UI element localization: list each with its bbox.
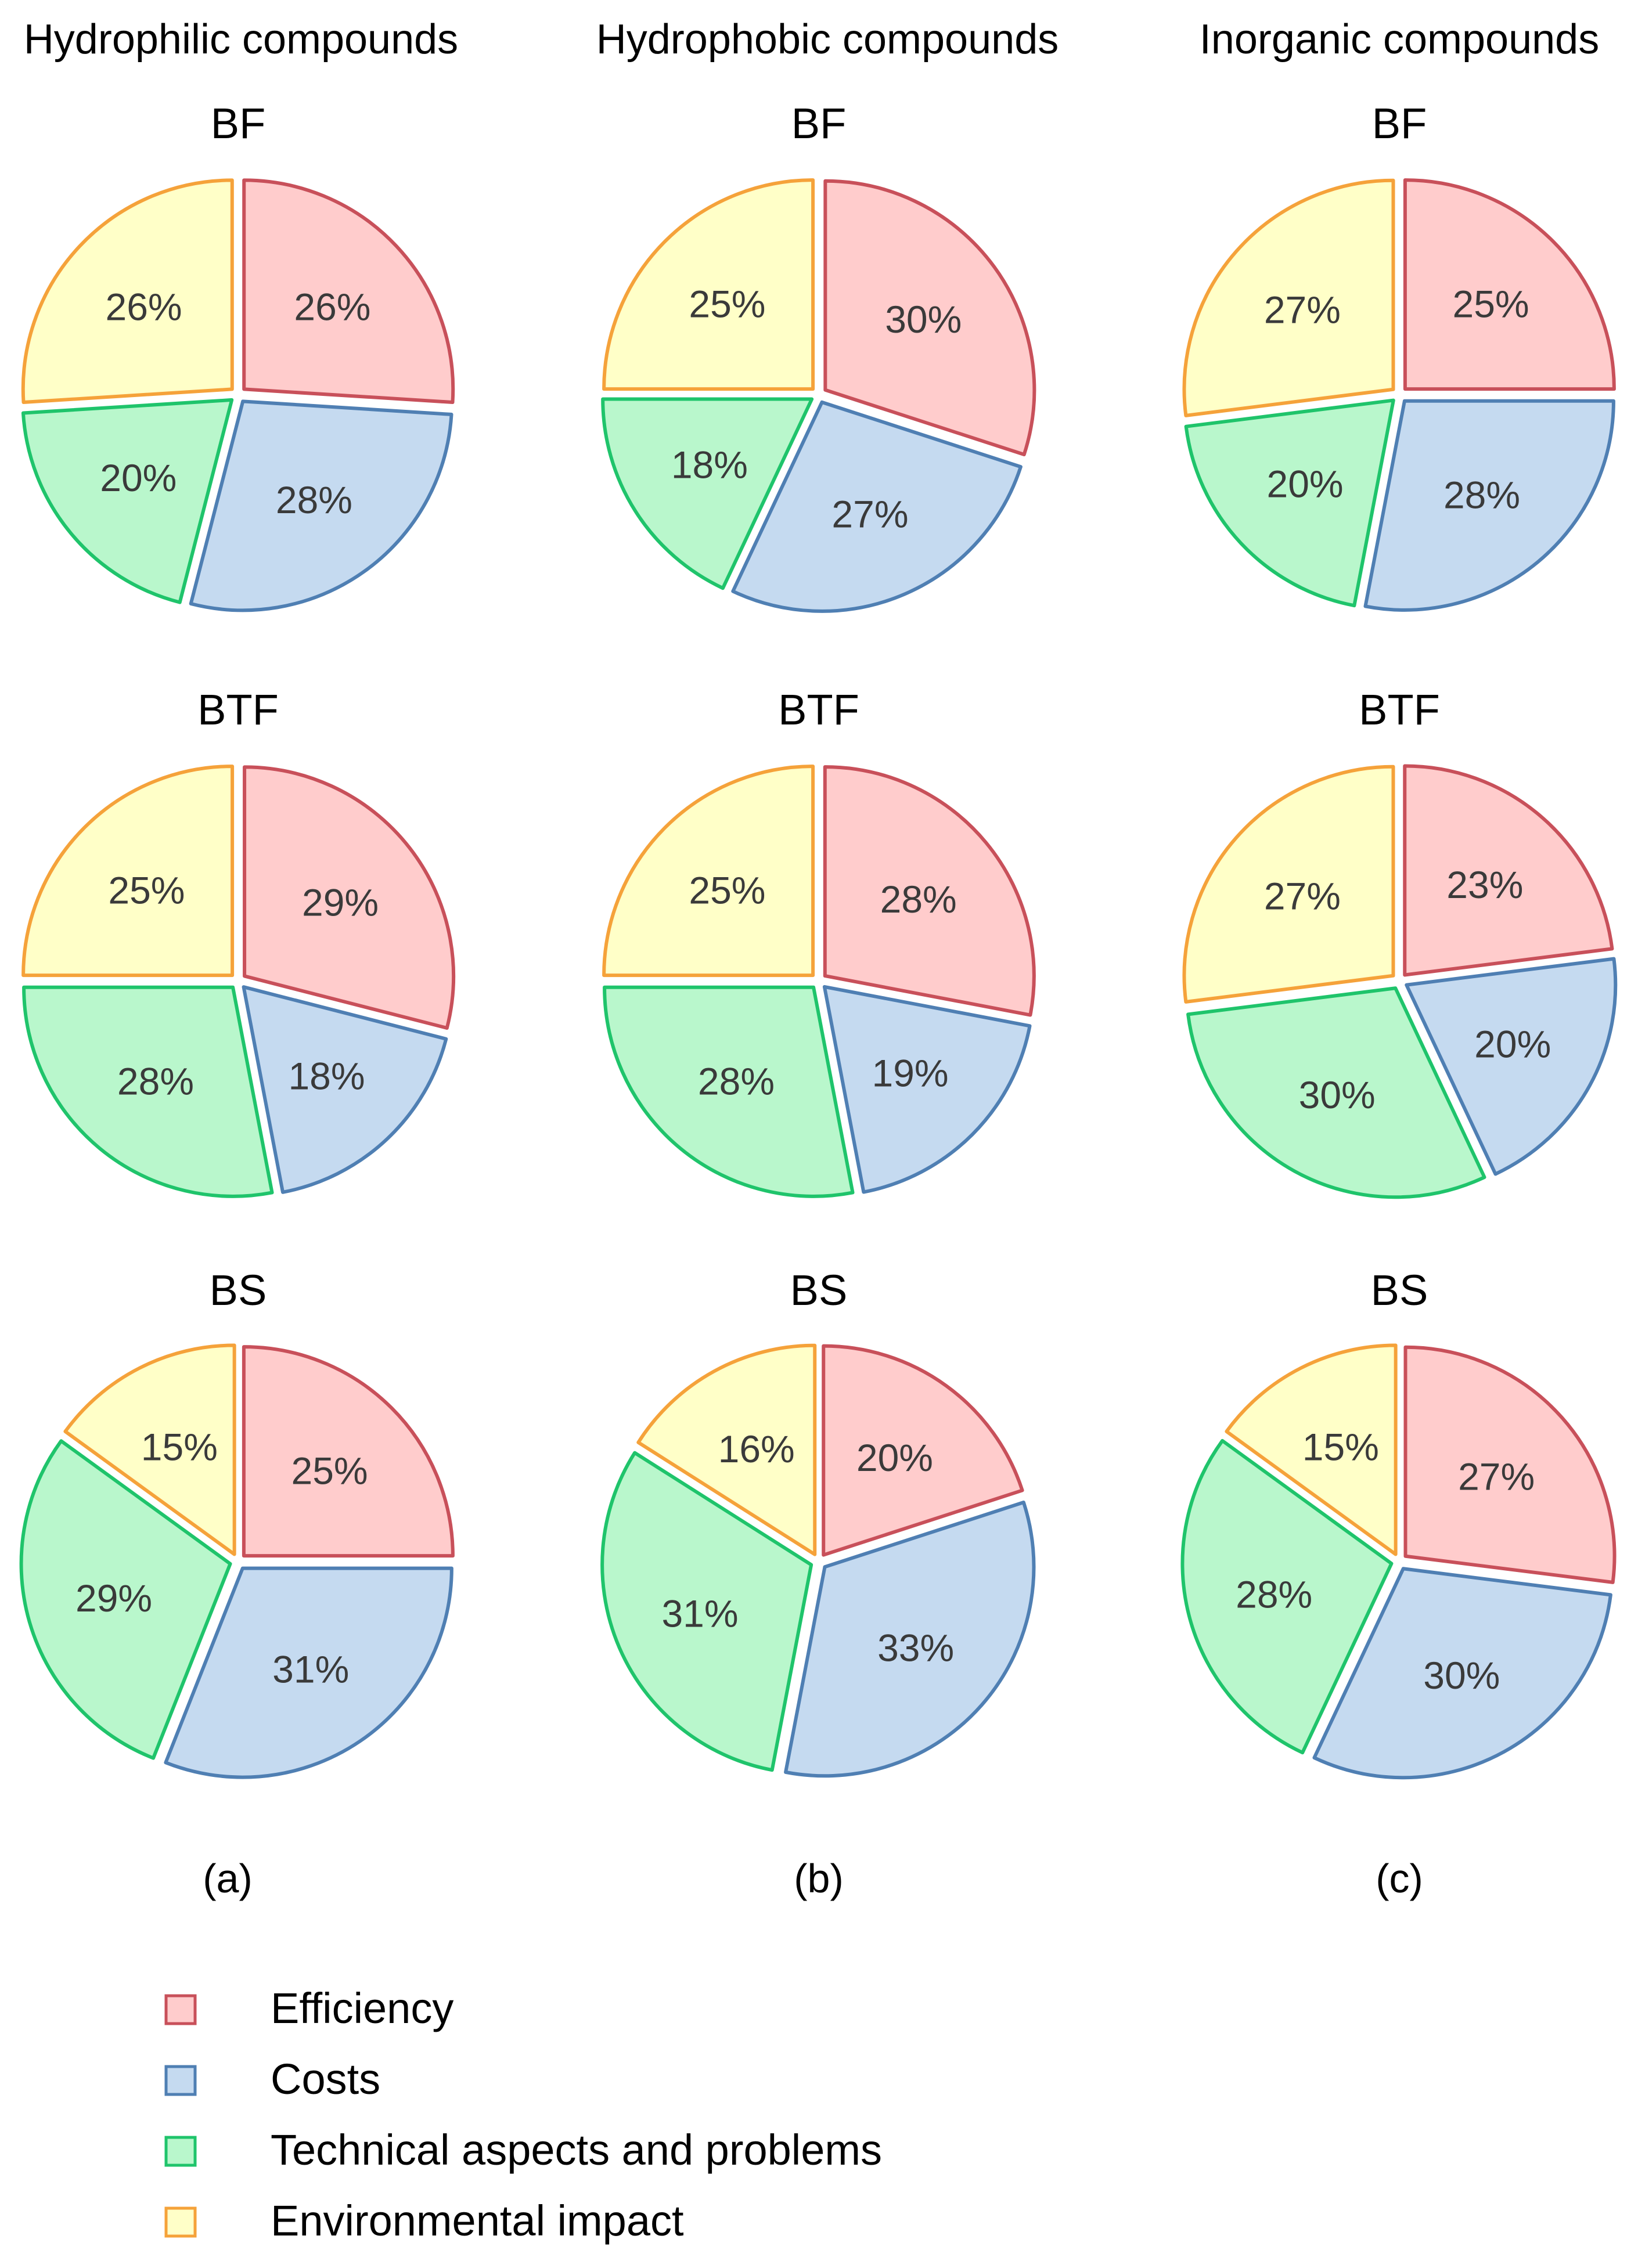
pie-title: BS (790, 1266, 848, 1314)
pie-title: BTF (778, 686, 859, 734)
pie-slice-environmental (602, 765, 815, 978)
pie-slice-efficiency (242, 1345, 455, 1558)
pie-slice-label: 20% (856, 1436, 933, 1479)
pie-slice-label: 18% (671, 443, 748, 486)
pie-slice-environmental (63, 1343, 236, 1556)
pie-grid: BF 26% 28% 20% 26% BTF 29% 18% 28% 25% BS 25% 31% 29%… (19, 99, 1618, 1780)
column-title-b: Hydrophobic compounds (596, 16, 1059, 63)
legend-label-environmental: Environmental impact (271, 2197, 684, 2245)
pie-slice-label: 25% (689, 282, 765, 325)
pie-title: BTF (1359, 686, 1440, 734)
pie-slice-label: 25% (1452, 282, 1529, 325)
pie-slice-environmental (21, 178, 234, 405)
pie-slice-label: 30% (1423, 1654, 1500, 1697)
pie-slice-label: 20% (1267, 463, 1344, 506)
pie-slice-label: 28% (1236, 1573, 1312, 1616)
pie-slice-label: 25% (108, 868, 185, 911)
pie-slice-label: 26% (106, 285, 182, 328)
pie-slice-label: 31% (272, 1647, 349, 1690)
column-title-a: Hydrophilic compounds (24, 16, 458, 63)
pie-slice-label: 26% (294, 285, 370, 328)
pie-slice-technical (601, 397, 814, 590)
pie-slice-technical (1186, 986, 1486, 1199)
legend-label-technical: Technical aspects and problems (271, 2126, 882, 2174)
pie-slice-label: 30% (885, 298, 962, 341)
pie-slice-environmental (1182, 765, 1395, 1004)
pie-slice-technical (603, 985, 855, 1198)
pie-title: BS (1371, 1266, 1428, 1314)
pie-title: BS (210, 1266, 267, 1314)
pie-slice-label: 25% (291, 1449, 368, 1492)
pie-slice-label: 33% (877, 1626, 954, 1669)
pie-slice-technical (1184, 398, 1395, 608)
pie-slice-label: 28% (880, 878, 957, 921)
legend-label-efficiency: Efficiency (271, 1984, 453, 2032)
pie-slice-costs (189, 399, 453, 612)
pie-slice-label: 28% (698, 1060, 775, 1103)
legend: Efficiency Costs Technical aspects and p… (164, 1984, 882, 2245)
pie-slice-label: 20% (100, 456, 177, 499)
pie-slice-efficiency (1403, 1345, 1617, 1584)
pie-slice-technical (19, 1439, 232, 1760)
pie-title: BTF (197, 686, 279, 734)
pie-slice-label: 31% (661, 1592, 738, 1635)
pie-slice-label: 16% (718, 1427, 795, 1470)
pie-slice-costs (242, 985, 448, 1194)
pie-slice-costs (164, 1566, 453, 1779)
pie-slice-environmental (602, 178, 815, 391)
pie-slice-efficiency (1403, 764, 1614, 977)
pie-slice-technical (600, 1451, 813, 1772)
pie-slice-technical (21, 398, 234, 604)
pie-slice-label: 18% (288, 1054, 365, 1097)
pie-slice-label: 28% (1443, 474, 1520, 517)
pie-slice-efficiency (822, 1344, 1024, 1557)
pie-slice-label: 28% (276, 478, 352, 521)
legend-swatch-environmental (164, 2206, 197, 2238)
panel-label-b: (b) (794, 1856, 844, 1901)
pie-slice-efficiency (1403, 178, 1616, 391)
pie-slice-efficiency (242, 178, 455, 405)
pie-slice-label: 27% (1458, 1455, 1535, 1498)
legend-swatch-costs (164, 2065, 197, 2096)
panel-label-c: (c) (1376, 1856, 1423, 1901)
pie-slice-environmental (21, 765, 235, 978)
pie-slice-costs (731, 400, 1023, 613)
panel-label-a: (a) (203, 1856, 253, 1901)
pie-slice-technical (1180, 1438, 1394, 1755)
pie-slice-environmental (1225, 1343, 1398, 1556)
pie-slice-label: 29% (75, 1577, 152, 1620)
pie-slice-label: 15% (141, 1425, 218, 1468)
pie-slice-efficiency (243, 765, 456, 1030)
pie-slice-label: 27% (1264, 289, 1341, 331)
legend-swatch-efficiency (164, 1994, 197, 2025)
legend-swatch-technical (164, 2136, 197, 2167)
pie-slice-label: 27% (831, 492, 908, 535)
pie-slice-costs (1312, 1567, 1612, 1780)
pie-slice-label: 20% (1474, 1022, 1551, 1065)
column-title-c: Inorganic compounds (1200, 16, 1599, 63)
pie-slice-environmental (636, 1343, 817, 1556)
pie-slice-label: 23% (1446, 863, 1523, 906)
pie-slice-technical (22, 985, 274, 1198)
pie-slice-label: 30% (1299, 1073, 1376, 1116)
legend-label-costs: Costs (271, 2055, 380, 2103)
pie-slice-environmental (1182, 178, 1395, 417)
pie-slice-label: 15% (1302, 1425, 1379, 1468)
pie-slice-label: 19% (872, 1052, 948, 1095)
pie-slice-costs (1405, 957, 1618, 1176)
pie-slice-label: 25% (689, 868, 765, 911)
pie-slice-costs (1363, 399, 1615, 612)
pie-slice-label: 27% (1264, 875, 1341, 918)
pie-slice-costs (784, 1501, 1036, 1778)
pie-title: BF (791, 99, 847, 147)
pie-slice-label: 29% (302, 881, 379, 924)
pie-slice-efficiency (823, 179, 1036, 457)
pie-title: BF (211, 99, 266, 147)
pie-slice-costs (822, 985, 1032, 1194)
pie-slice-label: 28% (117, 1060, 194, 1103)
pie-title: BF (1372, 99, 1427, 147)
pie-slice-efficiency (823, 765, 1036, 1017)
